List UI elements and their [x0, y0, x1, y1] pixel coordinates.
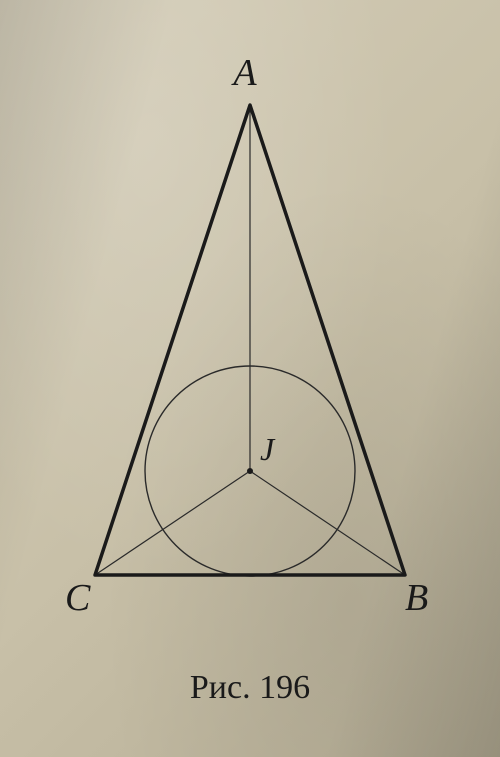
label-J: J	[260, 431, 276, 467]
bisector-B-J	[250, 471, 405, 575]
geometry-figure: A B C J	[50, 50, 450, 630]
label-B: B	[405, 577, 428, 619]
label-C: C	[65, 577, 91, 619]
figure-caption: Рис. 196	[0, 669, 500, 707]
bisector-C-J	[95, 471, 250, 575]
label-A: A	[230, 52, 257, 94]
incenter-dot	[247, 468, 253, 474]
triangle-incircle-svg: A B C J	[50, 50, 450, 630]
